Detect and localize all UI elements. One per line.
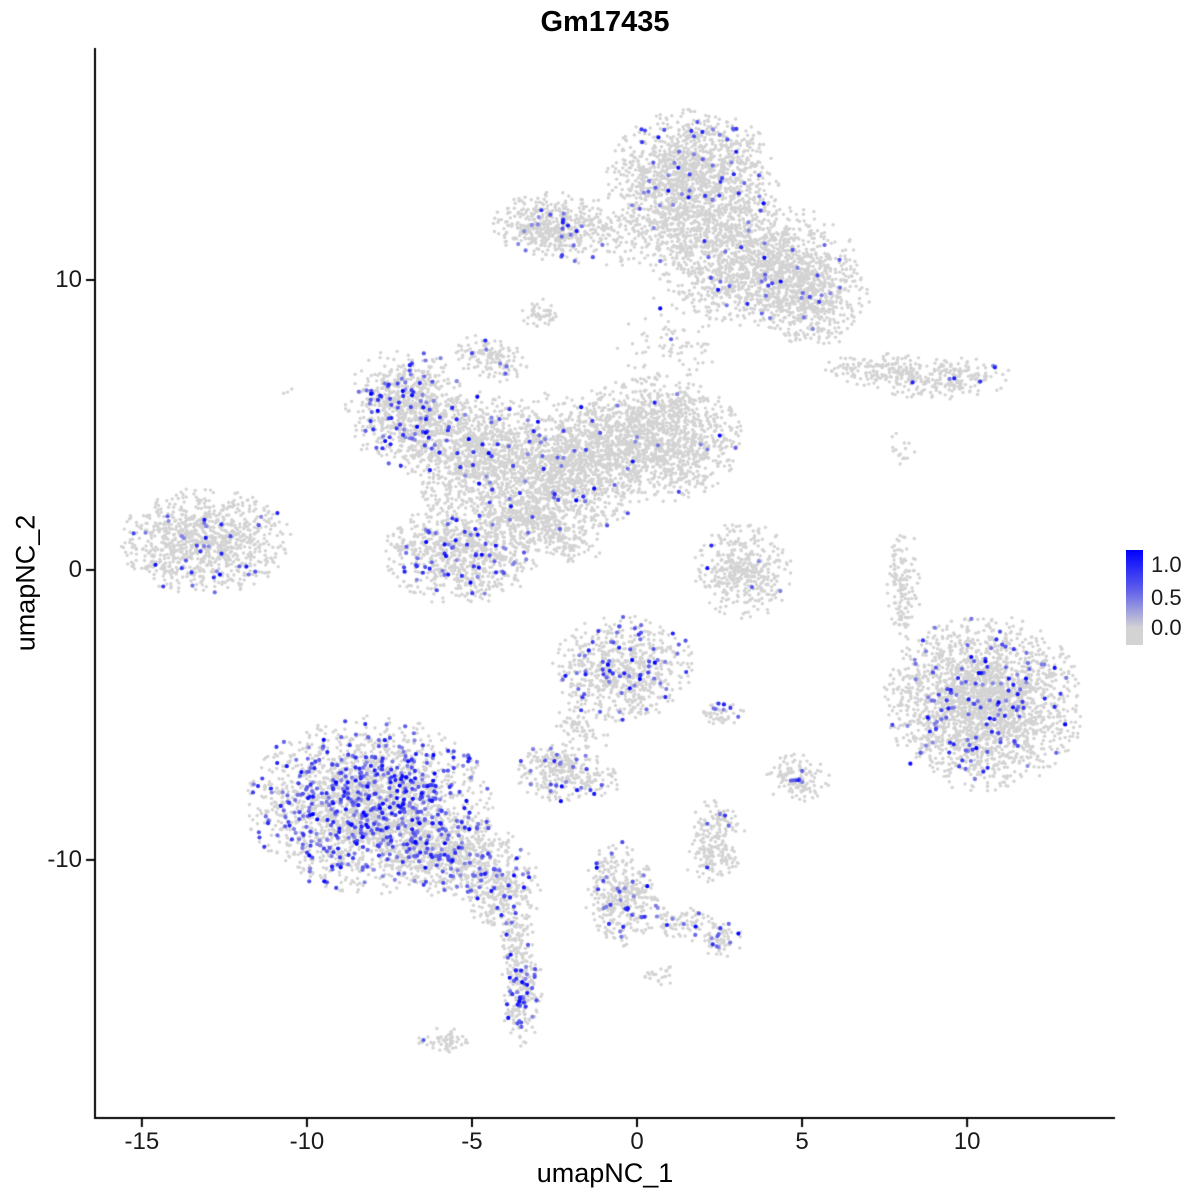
- x-tick-label: 5: [795, 1128, 809, 1155]
- x-tick-label: -10: [289, 1128, 325, 1155]
- colorbar-label-mid: 0.5: [1151, 585, 1182, 610]
- y-tick-label: -10: [47, 845, 82, 873]
- x-tick-label: 10: [953, 1128, 981, 1155]
- y-tick-label: 0: [68, 555, 82, 583]
- y-tick-label: 10: [55, 265, 82, 293]
- colorbar-label-low: 0.0: [1151, 615, 1182, 640]
- x-tick-label: -5: [461, 1128, 483, 1155]
- colorbar-gradient: [1126, 550, 1143, 645]
- x-tick-label: 0: [630, 1128, 644, 1155]
- colorbar-label-high: 1.0: [1151, 552, 1182, 577]
- plot-title: Gm17435: [540, 6, 670, 38]
- x-tick-label: -15: [124, 1128, 160, 1155]
- expression-colorbar-legend: 1.0 0.5 0.0: [1126, 550, 1200, 646]
- x-axis-label: umapNC_1: [536, 1158, 674, 1188]
